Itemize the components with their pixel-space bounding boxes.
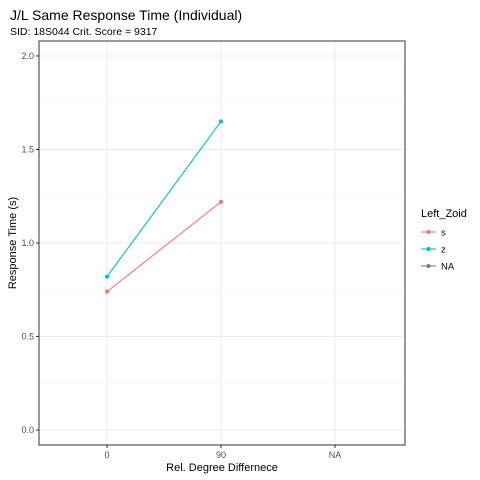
x-axis: 0 90 NA [104,445,341,460]
y-tick-label: 1.0 [21,238,34,248]
x-tick-label: 0 [104,450,109,460]
y-tick-label: 0.5 [21,332,34,342]
legend-label: z [441,245,446,256]
legend-key-point [426,263,431,269]
chart-subtitle: SID: 18S044 Crit. Score = 9317 [10,26,158,38]
legend-label: s [441,228,446,239]
x-axis-title: Rel. Degree Differnece [166,462,278,474]
legend-key-point [426,229,431,235]
legend-label: NA [441,262,455,273]
chart-title: J/L Same Response Time (Individual) [10,7,242,23]
series-line-z [106,121,222,277]
x-tick-label: NA [329,450,342,460]
x-tick-label: 90 [216,450,226,460]
y-tick-label: 1.5 [21,144,34,154]
data-point-z [104,274,110,279]
legend-title: Left_Zoid [421,208,467,220]
legend-key-point [426,246,431,252]
data-point-s [218,199,224,204]
y-axis: 0.0 0.5 1.0 1.5 2.0 [21,51,39,435]
y-axis-title: Response Time (s) [7,197,19,289]
y-tick-label: 2.0 [21,51,34,61]
series-line-s [106,201,222,293]
grid [39,41,405,445]
data-point-z [218,119,224,124]
legend: Left_Zoid sz NA [421,208,467,273]
series-layer [104,119,224,294]
y-tick-label: 0.0 [21,425,34,435]
data-point-s [104,289,110,294]
